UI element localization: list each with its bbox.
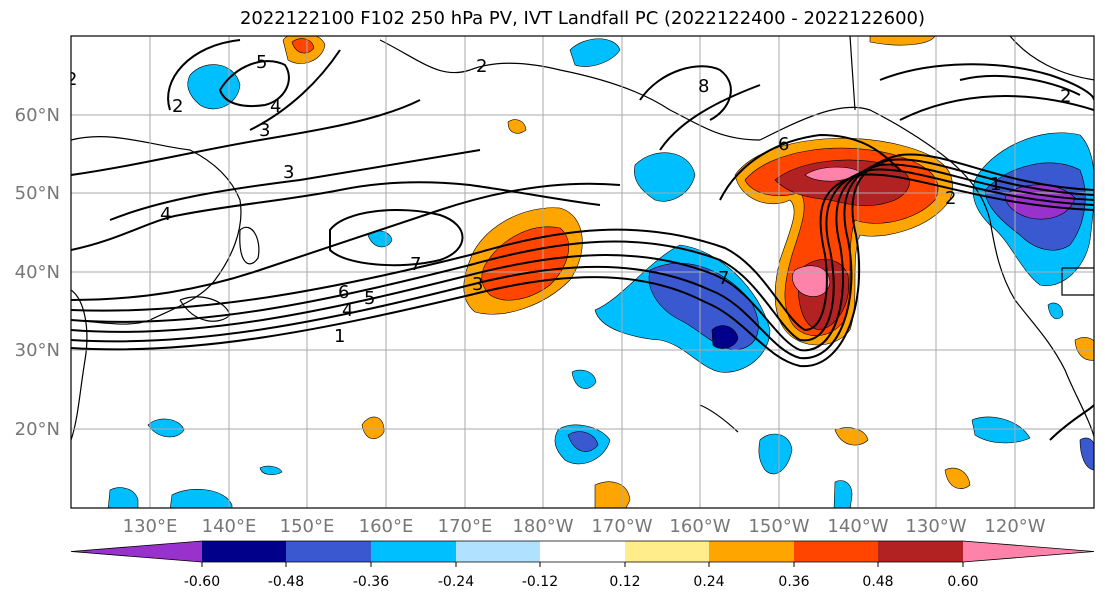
contour-labels: 2 5 4 3 2 3 4 7 6 5 4 1 8 6 7 2 3 2 1 2	[66, 52, 1071, 347]
lon-label: 130°W	[905, 516, 966, 537]
contour-label: 1	[334, 326, 345, 347]
graticule	[71, 36, 1094, 508]
colorbar-segment	[202, 541, 286, 562]
contour-label: 6	[778, 134, 789, 155]
lon-label: 130°E	[123, 516, 178, 537]
contour-label: 2	[476, 56, 487, 77]
longitude-labels: 130°E 140°E 150°E 160°E 170°E 180°W 170°…	[123, 516, 1046, 537]
latitude-labels: 60°N 50°N 40°N 30°N 20°N	[15, 105, 60, 440]
colorbar-tick-label: -0.24	[438, 574, 474, 590]
contour-label: 4	[342, 300, 353, 321]
lon-label: 160°E	[359, 516, 414, 537]
lon-label: 150°E	[280, 516, 335, 537]
pv-contours	[71, 39, 1094, 441]
lon-label: 170°E	[438, 516, 493, 537]
colorbar-segment	[371, 541, 456, 562]
colorbar-segment	[456, 541, 540, 562]
colorbar-segment	[286, 541, 371, 562]
lon-label: 160°W	[669, 516, 730, 537]
colorbar-tick-label: 0.12	[609, 574, 640, 590]
colorbar-tick-label: 0.60	[947, 574, 978, 590]
map-border	[70, 35, 1095, 509]
lon-label: 120°W	[984, 516, 1045, 537]
lon-label: 170°W	[591, 516, 652, 537]
contour-label: 4	[160, 204, 171, 225]
contour-label: 3	[283, 162, 294, 183]
colorbar-tick-label: -0.12	[522, 574, 558, 590]
contour-label: 7	[410, 254, 421, 275]
colorbar-segment	[878, 541, 963, 562]
contour-label: 3	[472, 274, 483, 295]
contour-label: 2	[945, 188, 956, 209]
lon-label: 180°W	[512, 516, 573, 537]
contour-label: 5	[364, 288, 375, 309]
colorbar-segment	[794, 541, 878, 562]
colorbar-tick-label: -0.36	[353, 574, 389, 590]
contour-label: 8	[698, 76, 709, 97]
colorbar-extend-low	[71, 541, 202, 562]
colorbar-tick-label: 0.24	[693, 574, 724, 590]
lat-label: 60°N	[15, 105, 60, 126]
colorbar-segment	[709, 541, 794, 562]
contour-label: 7	[718, 268, 729, 289]
colorbar-tick-label: -0.48	[268, 574, 304, 590]
lon-label: 140°W	[827, 516, 888, 537]
lat-label: 50°N	[15, 183, 60, 204]
contour-label: 6	[338, 282, 349, 303]
contour-label: 5	[256, 52, 267, 73]
contour-label: 2	[66, 69, 77, 90]
colorbar	[70, 540, 1095, 567]
contour-label: 4	[270, 96, 281, 117]
lat-label: 20°N	[15, 419, 60, 440]
colorbar-segment	[625, 541, 709, 562]
contour-label: 3	[259, 120, 270, 141]
contour-label: 2	[1060, 86, 1071, 107]
map-title: 2022122100 F102 250 hPa PV, IVT Landfall…	[239, 8, 926, 29]
colorbar-tick-labels: -0.60 -0.48 -0.36 -0.24 -0.12 0.12 0.24 …	[184, 574, 979, 590]
colorbar-tick-label: 0.48	[862, 574, 893, 590]
colorbar-extend-high	[963, 541, 1094, 562]
contour-label: 1	[990, 174, 1001, 195]
lon-label: 140°E	[202, 516, 257, 537]
lat-label: 30°N	[15, 340, 60, 361]
lon-label: 150°W	[748, 516, 809, 537]
colorbar-segment	[540, 541, 625, 562]
contour-label: 2	[172, 96, 183, 117]
colorbar-tick-label: 0.36	[778, 574, 809, 590]
lat-label: 40°N	[15, 262, 60, 283]
colorbar-tick-label: -0.60	[184, 574, 220, 590]
